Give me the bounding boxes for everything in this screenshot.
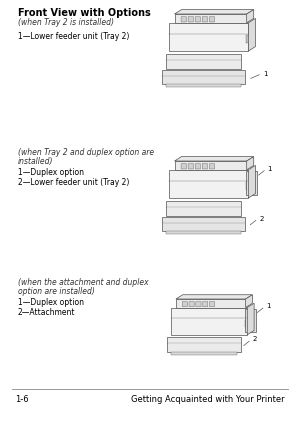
Text: 1: 1 — [268, 165, 272, 171]
Text: 2: 2 — [253, 336, 257, 342]
FancyBboxPatch shape — [181, 17, 187, 23]
FancyBboxPatch shape — [202, 302, 208, 307]
FancyBboxPatch shape — [202, 17, 208, 23]
Bar — [246, 172, 257, 196]
Bar — [175, 161, 247, 170]
FancyBboxPatch shape — [195, 17, 200, 23]
Bar — [245, 320, 249, 327]
Bar — [166, 201, 242, 216]
FancyBboxPatch shape — [195, 164, 200, 170]
Text: 1—Duplex option: 1—Duplex option — [18, 297, 84, 306]
Polygon shape — [247, 304, 254, 335]
FancyBboxPatch shape — [189, 302, 194, 307]
Bar — [175, 15, 247, 24]
FancyBboxPatch shape — [209, 17, 214, 23]
Text: (when Tray 2 is installed): (when Tray 2 is installed) — [18, 18, 114, 27]
Polygon shape — [247, 11, 254, 24]
FancyBboxPatch shape — [188, 164, 194, 170]
Bar — [245, 309, 256, 332]
Bar — [176, 299, 246, 308]
FancyBboxPatch shape — [181, 164, 187, 170]
Polygon shape — [246, 295, 252, 308]
Text: 1: 1 — [263, 70, 268, 76]
Text: 1—Duplex option: 1—Duplex option — [18, 167, 84, 177]
Bar — [167, 337, 241, 352]
Bar — [169, 24, 248, 52]
Text: option are installed): option are installed) — [18, 286, 95, 295]
Bar — [246, 183, 250, 190]
Polygon shape — [248, 19, 256, 52]
Bar — [246, 36, 250, 43]
FancyBboxPatch shape — [209, 164, 214, 170]
Text: Front View with Options: Front View with Options — [18, 8, 151, 18]
Bar — [166, 55, 242, 69]
Text: 1-6: 1-6 — [15, 394, 28, 403]
Text: 1—Lower feeder unit (Tray 2): 1—Lower feeder unit (Tray 2) — [18, 32, 129, 41]
FancyBboxPatch shape — [196, 302, 201, 307]
Bar — [166, 84, 242, 88]
Bar — [169, 170, 248, 199]
FancyBboxPatch shape — [209, 302, 215, 307]
FancyBboxPatch shape — [182, 302, 188, 307]
Polygon shape — [247, 157, 254, 170]
Text: (when Tray 2 and duplex option are: (when Tray 2 and duplex option are — [18, 148, 154, 157]
Polygon shape — [176, 295, 252, 299]
Text: 2: 2 — [259, 215, 263, 221]
Bar — [171, 352, 237, 355]
Text: 1: 1 — [266, 302, 271, 308]
Polygon shape — [248, 166, 256, 199]
Polygon shape — [175, 157, 254, 161]
Bar — [162, 71, 245, 84]
Polygon shape — [175, 11, 254, 15]
Bar — [162, 218, 245, 231]
Bar — [171, 308, 247, 335]
Text: installed): installed) — [18, 157, 53, 166]
Text: 2—Attachment: 2—Attachment — [18, 307, 76, 316]
FancyBboxPatch shape — [188, 17, 194, 23]
Bar — [166, 231, 242, 234]
Text: (when the attachment and duplex: (when the attachment and duplex — [18, 277, 148, 286]
Text: 2—Lower feeder unit (Tray 2): 2—Lower feeder unit (Tray 2) — [18, 178, 129, 187]
Text: Getting Acquainted with Your Printer: Getting Acquainted with Your Printer — [131, 394, 285, 403]
FancyBboxPatch shape — [202, 164, 208, 170]
